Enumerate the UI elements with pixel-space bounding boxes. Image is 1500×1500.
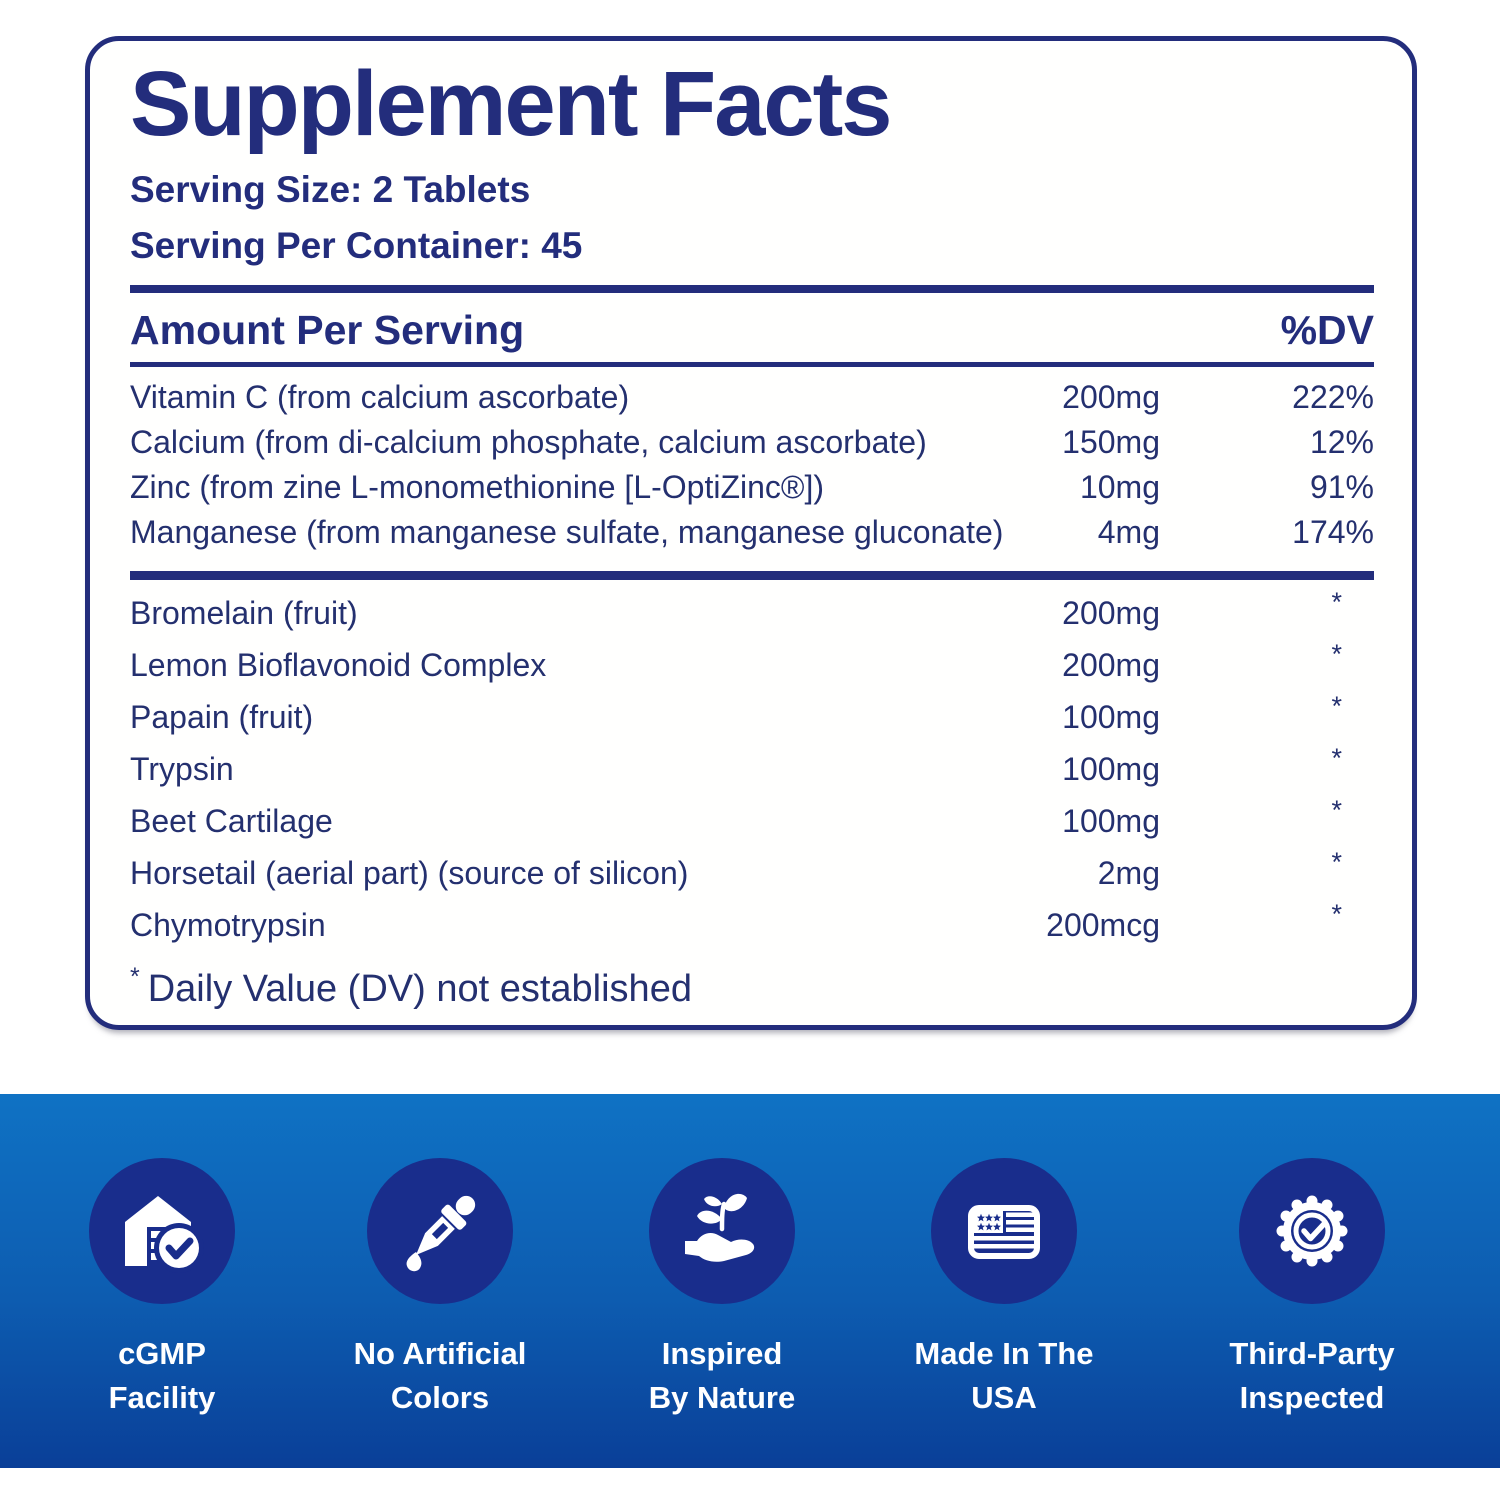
ingredient-amount: 10mg <box>1079 468 1160 505</box>
ingredient-dv: 222% <box>1292 378 1374 415</box>
badge-inspired-by-nature: Inspired By Nature <box>562 1158 882 1420</box>
table-row: Trypsin 100mg * <box>130 743 1374 796</box>
divider-thick-top <box>130 284 1374 293</box>
ingredient-dv: * <box>1331 691 1342 721</box>
ingredient-amount: 200mg <box>1062 647 1160 683</box>
badge-circle <box>649 1158 795 1304</box>
ingredient-name: Bromelain (fruit) <box>130 595 358 631</box>
hand-seedling-icon <box>685 1193 755 1262</box>
table-row: Beet Cartilage 100mg * <box>130 795 1374 848</box>
ingredient-amount: 2mg <box>1097 855 1160 891</box>
badge-no-artificial-colors: No Artificial Colors <box>280 1158 600 1420</box>
botanicals-section: Bromelain (fruit) 200mg * Lemon Bioflavo… <box>130 587 1374 952</box>
ingredient-dv: * <box>1331 743 1342 773</box>
ingredient-dv: * <box>1331 587 1342 617</box>
dv-header: %DV <box>1280 306 1374 353</box>
badge-made-in-usa: Made In The USA <box>844 1158 1164 1420</box>
ingredient-dv: 174% <box>1292 513 1374 550</box>
serving-size-text: Serving Size: 2 Tablets <box>130 169 531 211</box>
badge-label: No Artificial Colors <box>353 1336 527 1416</box>
ingredient-amount: 4mg <box>1097 513 1160 550</box>
ingredient-amount: 200mcg <box>1046 907 1160 943</box>
divider-header <box>130 361 1374 367</box>
badge-label: Made In The USA <box>914 1336 1094 1416</box>
badge-third-party-inspected: Third-Party Inspected <box>1152 1158 1472 1420</box>
table-row: Lemon Bioflavonoid Complex 200mg * <box>130 639 1374 692</box>
ingredient-name: Beet Cartilage <box>130 803 333 839</box>
ingredient-name: Lemon Bioflavonoid Complex <box>130 647 547 683</box>
ingredient-dv: 12% <box>1309 423 1374 460</box>
feature-banner: cGMP Facility No Artificial Colors <box>0 1094 1500 1468</box>
table-row: Bromelain (fruit) 200mg * <box>130 587 1374 640</box>
badge-label: cGMP Facility <box>108 1336 216 1416</box>
ingredient-amount: 150mg <box>1062 423 1160 460</box>
table-row: Chymotrypsin 200mcg * <box>130 899 1374 952</box>
footnote-asterisk: * <box>130 962 140 991</box>
table-header-row: Amount Per Serving %DV <box>130 293 1374 362</box>
badge-circle <box>1239 1158 1385 1304</box>
badge-label: Inspired By Nature <box>648 1336 796 1416</box>
supplement-facts-panel: Supplement Facts Serving Size: 2 Tablets… <box>85 36 1417 1030</box>
ingredient-dv: * <box>1331 795 1342 825</box>
ingredient-name: Manganese (from manganese sulfate, manga… <box>130 513 1004 550</box>
badge-cgmp-facility: cGMP Facility <box>2 1158 322 1420</box>
ingredient-dv: 91% <box>1309 468 1374 505</box>
ingredient-amount: 200mg <box>1062 595 1160 631</box>
badge-circle <box>89 1158 235 1304</box>
ingredient-name: Chymotrypsin <box>130 907 326 943</box>
ingredient-name: Trypsin <box>130 751 234 787</box>
ingredient-name: Zinc (from zine L-monomethionine [L-Opti… <box>130 468 825 505</box>
badge-label: Third-Party Inspected <box>1229 1336 1395 1416</box>
table-row: Manganese (from manganese sulfate, manga… <box>130 510 1374 555</box>
rosette-check-icon <box>1276 1195 1348 1267</box>
footnote: * Daily Value (DV) not established <box>130 962 1374 1014</box>
table-row: Zinc (from zine L-monomethionine [L-Opti… <box>130 465 1374 510</box>
warehouse-check-icon <box>125 1196 204 1273</box>
table-row: Papain (fruit) 100mg * <box>130 691 1374 744</box>
amount-per-serving-header: Amount Per Serving <box>130 306 525 353</box>
badge-circle <box>367 1158 513 1304</box>
ingredient-dv: * <box>1331 847 1342 877</box>
minerals-section: Vitamin C (from calcium ascorbate) 200mg… <box>130 375 1374 555</box>
table-row: Calcium (from di-calcium phosphate, calc… <box>130 420 1374 465</box>
ingredient-amount: 100mg <box>1062 803 1160 839</box>
ingredient-dv: * <box>1331 639 1342 669</box>
usa-flag-icon <box>968 1205 1040 1259</box>
servings-per-container-text: Serving Per Container: 45 <box>130 225 583 267</box>
ingredient-amount: 100mg <box>1062 699 1160 735</box>
panel-title: Supplement Facts <box>130 53 892 155</box>
ingredient-name: Papain (fruit) <box>130 699 314 735</box>
table-row: Horsetail (aerial part) (source of silic… <box>130 847 1374 900</box>
divider-thick-middle <box>130 570 1374 580</box>
ingredient-name: Horsetail (aerial part) (source of silic… <box>130 855 689 891</box>
ingredient-name: Calcium (from di-calcium phosphate, calc… <box>130 423 927 460</box>
footnote-text: Daily Value (DV) not established <box>147 967 692 1010</box>
badge-circle <box>931 1158 1077 1304</box>
ingredient-name: Vitamin C (from calcium ascorbate) <box>130 378 630 415</box>
ingredient-amount: 200mg <box>1062 378 1160 415</box>
ingredient-amount: 100mg <box>1062 751 1160 787</box>
table-row: Vitamin C (from calcium ascorbate) 200mg… <box>130 375 1374 420</box>
ingredient-dv: * <box>1331 899 1342 929</box>
dropper-icon <box>406 1195 476 1272</box>
